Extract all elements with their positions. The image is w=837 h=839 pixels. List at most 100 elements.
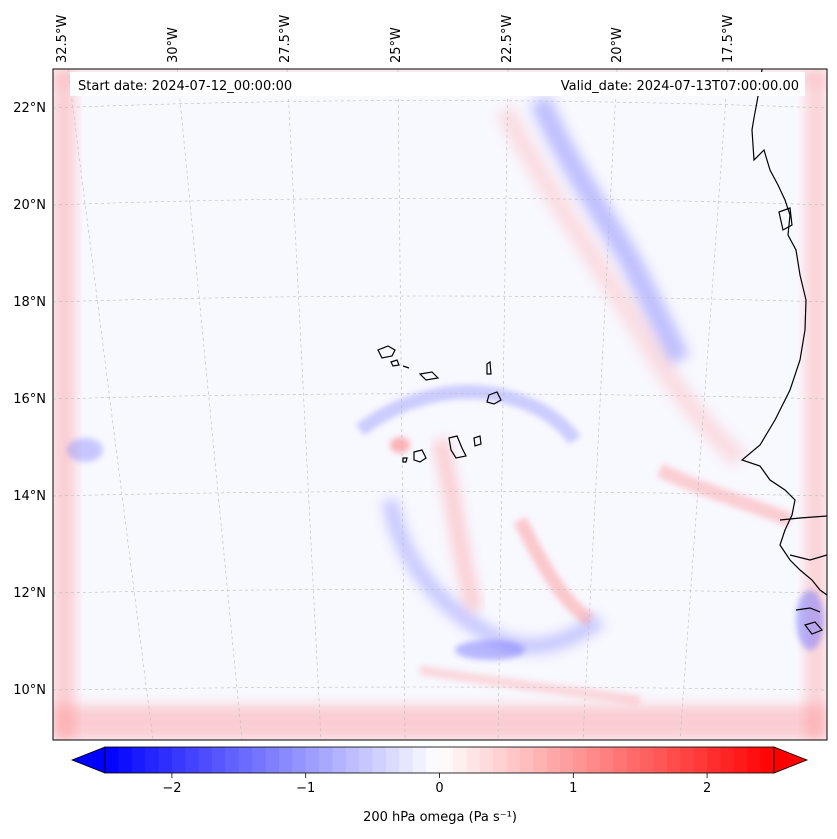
colorbar-segment <box>613 747 628 773</box>
colorbar-tick-label: 2 <box>703 781 711 796</box>
colorbar-segment <box>586 747 601 773</box>
colorbar-segment <box>466 747 481 773</box>
colorbar-segment <box>653 747 668 773</box>
colorbar-segment <box>626 747 641 773</box>
lon-label-27-5w: 27.5°W <box>278 15 293 63</box>
colorbar-segment <box>533 747 548 773</box>
lat-label-10n: 10°N <box>13 683 46 698</box>
east-boundary-ascent <box>805 69 827 740</box>
ascent-band-center <box>432 438 483 613</box>
colorbar-segment <box>118 747 133 773</box>
lat-label-16n: 16°N <box>13 392 46 407</box>
lat-label-14n: 14°N <box>13 489 46 504</box>
colorbar-max-extend <box>773 746 809 774</box>
colorbar-segment <box>412 747 427 773</box>
valid-date-label: Valid_date: 2024-07-13T07:00:00.00 <box>561 79 799 94</box>
colorbar-segment <box>747 747 762 773</box>
colorbar-segment <box>506 747 521 773</box>
colorbar-segment <box>252 747 267 773</box>
colorbar-segment <box>238 747 253 773</box>
lat-label-20n: 20°N <box>13 198 46 213</box>
colorbar-segment <box>479 747 494 773</box>
ascent-band-southeast <box>513 516 595 626</box>
colorbar-segments <box>105 747 775 773</box>
colorbar-segment <box>185 747 200 773</box>
header-strip <box>70 72 805 96</box>
lon-label-25w: 25°W <box>389 27 404 63</box>
colorbar-segment <box>171 747 186 773</box>
lon-label-30w: 30°W <box>166 27 181 63</box>
start-date-label: Start date: 2024-07-12_00:00:00 <box>78 79 292 94</box>
ascent-band-northeast <box>496 105 748 468</box>
colorbar-segment <box>707 747 721 773</box>
colorbar-segment <box>265 747 280 773</box>
ascent-core <box>390 437 410 453</box>
colorbar-segment <box>292 747 307 773</box>
colorbar-segment <box>640 747 655 773</box>
colorbar-segment <box>105 747 119 773</box>
colorbar-segment <box>198 747 213 773</box>
colorbar-tick-label: 0 <box>435 781 443 796</box>
west-boundary-ascent <box>53 69 75 740</box>
colorbar-segment <box>158 747 173 773</box>
colorbar-tick-label: −2 <box>162 781 181 796</box>
omega-field <box>53 69 827 740</box>
colorbar-segment <box>359 747 374 773</box>
lat-label-18n: 18°N <box>13 295 46 310</box>
colorbar-segment <box>546 747 561 773</box>
ascent-coast <box>656 463 793 527</box>
colorbar-segment <box>680 747 695 773</box>
descent-arc-south <box>382 498 605 655</box>
colorbar-segment <box>332 747 347 773</box>
colorbar-segment <box>439 747 454 773</box>
african-coastline <box>740 69 827 635</box>
cape-verde-islands <box>377 345 502 463</box>
lat-label-12n: 12°N <box>13 586 46 601</box>
colorbar-segment <box>131 747 146 773</box>
colorbar-label: 200 hPa omega (Pa s⁻¹) <box>363 810 517 825</box>
latitude-labels: 22°N 20°N 18°N 16°N 14°N 12°N 10°N <box>13 101 46 698</box>
colorbar-segment <box>666 747 681 773</box>
colorbar-min-extend <box>70 746 106 774</box>
colorbar-segment <box>693 747 708 773</box>
lon-label-22-5w: 22.5°W <box>500 15 515 63</box>
longitude-labels: 32.5°W 30°W 27.5°W 25°W 22.5°W 20°W 17.5… <box>55 15 736 63</box>
colorbar-segment <box>559 747 574 773</box>
lon-label-17-5w: 17.5°W <box>721 15 736 63</box>
colorbar-segment <box>452 747 467 773</box>
colorbar-segment <box>345 747 360 773</box>
colorbar-segment <box>493 747 507 773</box>
colorbar: −2 −1 0 1 2 200 hPa omega (Pa s⁻¹) <box>70 746 809 825</box>
lon-label-32-5w: 32.5°W <box>55 15 70 63</box>
lon-label-20w: 20°W <box>610 27 625 63</box>
colorbar-segment <box>720 747 735 773</box>
descent-arc-center <box>355 384 581 445</box>
colorbar-segment <box>385 747 400 773</box>
south-boundary-ascent <box>53 705 827 740</box>
colorbar-segment <box>573 747 588 773</box>
map-panel: Start date: 2024-07-12_00:00:00 Valid_da… <box>52 68 828 741</box>
colorbar-segment <box>600 747 614 773</box>
colorbar-segment <box>733 747 748 773</box>
descent-core-south <box>455 640 525 660</box>
colorbar-segment <box>225 747 240 773</box>
colorbar-tick-label: 1 <box>569 781 577 796</box>
colorbar-segment <box>278 747 293 773</box>
ascent-band-south <box>419 665 641 705</box>
colorbar-segment <box>319 747 333 773</box>
map-frame <box>52 68 828 741</box>
colorbar-segment <box>760 747 775 773</box>
colorbar-segment <box>426 747 440 773</box>
colorbar-segment <box>212 747 226 773</box>
map-background <box>53 69 827 740</box>
descent-band-northeast <box>529 95 690 365</box>
colorbar-segment <box>372 747 387 773</box>
descent-east-coast <box>796 590 824 650</box>
lat-label-22n: 22°N <box>13 101 46 116</box>
descent-west <box>67 438 103 462</box>
colorbar-segment <box>519 747 534 773</box>
colorbar-tick-label: −1 <box>296 781 315 796</box>
colorbar-segment <box>305 747 320 773</box>
colorbar-ticks: −2 −1 0 1 2 <box>162 773 711 796</box>
